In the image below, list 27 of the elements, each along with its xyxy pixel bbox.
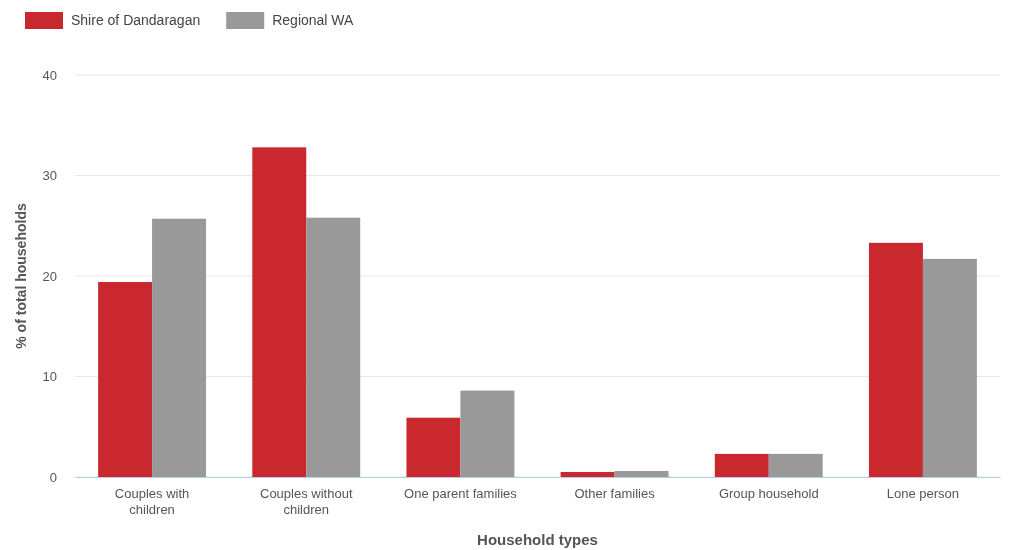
bar [922, 258, 977, 477]
y-tick-label: 0 [49, 469, 57, 485]
x-tick-label: Lone person [886, 486, 960, 502]
bar [560, 471, 615, 477]
bar [460, 390, 515, 477]
y-tick-label: 30 [42, 168, 57, 184]
legend-label: Regional WA [272, 12, 355, 28]
legend-label: Shire of Dandaragan [71, 12, 201, 28]
bar [306, 217, 361, 477]
y-tick-label: 40 [42, 67, 57, 83]
x-tick-label: Couples with children [114, 486, 190, 517]
bar [406, 417, 461, 477]
y-tick-label: 20 [42, 268, 57, 284]
x-tick-label: One parent families [404, 486, 518, 502]
bar [768, 453, 823, 477]
bar [714, 453, 769, 477]
y-axis-title: % of total households [13, 203, 29, 349]
x-tick-label: Couples without children [260, 486, 353, 517]
x-tick-label: Other families [574, 486, 656, 502]
bar [614, 470, 669, 477]
x-axis-title: Household types [477, 531, 598, 548]
x-tick-label: Group household [718, 486, 819, 502]
y-tick-label: 10 [42, 369, 57, 385]
bar [152, 218, 207, 477]
bar [868, 242, 923, 477]
bar [252, 147, 307, 477]
bar [98, 282, 153, 477]
